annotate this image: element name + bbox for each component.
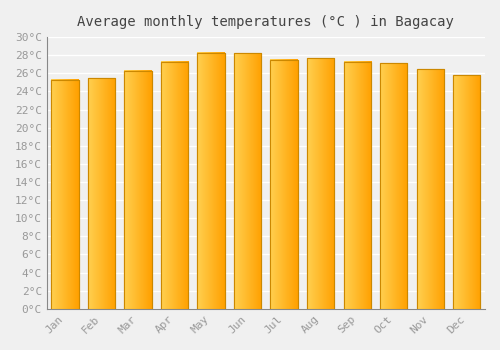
Bar <box>124 71 152 309</box>
Bar <box>88 78 116 309</box>
Bar <box>416 69 444 309</box>
Bar <box>52 80 79 309</box>
Bar <box>161 62 188 309</box>
Bar <box>270 60 298 309</box>
Bar <box>198 52 225 309</box>
Bar <box>344 62 371 309</box>
Bar <box>416 69 444 309</box>
Title: Average monthly temperatures (°C ) in Bagacay: Average monthly temperatures (°C ) in Ba… <box>78 15 454 29</box>
Bar <box>453 75 480 309</box>
Bar <box>344 62 371 309</box>
Bar <box>198 52 225 309</box>
Bar <box>307 58 334 309</box>
Bar <box>124 71 152 309</box>
Bar <box>380 63 407 309</box>
Bar <box>234 54 262 309</box>
Bar <box>161 62 188 309</box>
Bar <box>380 63 407 309</box>
Bar <box>453 75 480 309</box>
Bar <box>234 54 262 309</box>
Bar <box>270 60 298 309</box>
Bar <box>88 78 116 309</box>
Bar <box>52 80 79 309</box>
Bar <box>307 58 334 309</box>
